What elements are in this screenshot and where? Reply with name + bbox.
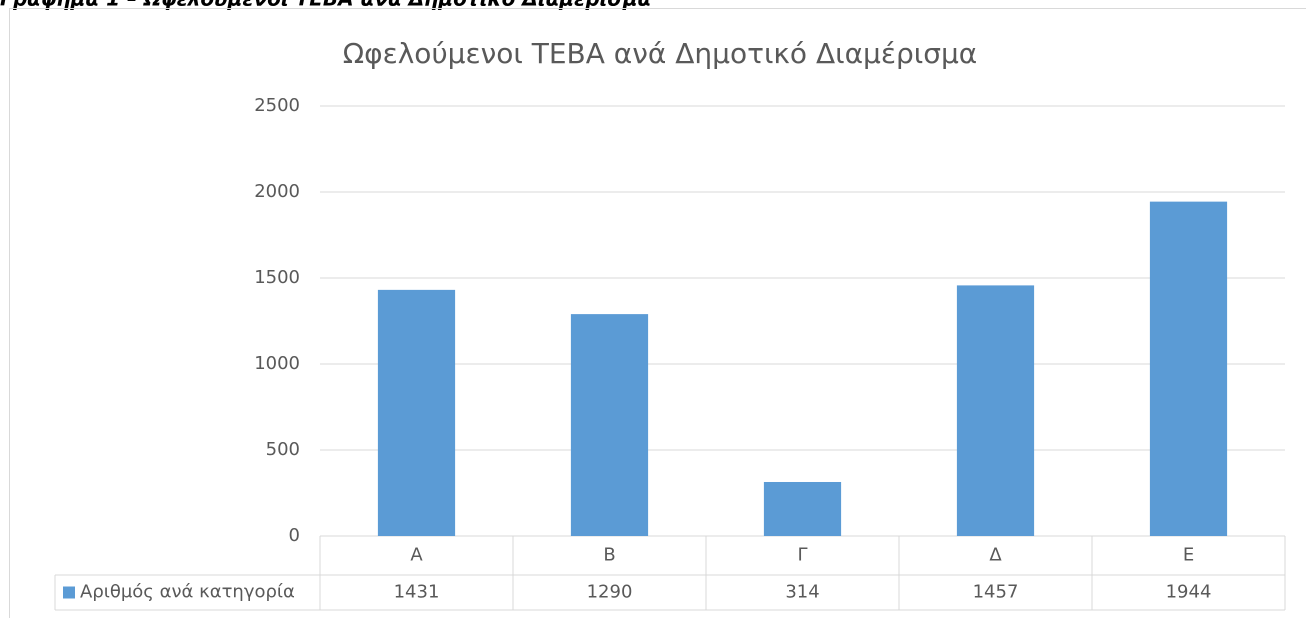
y-tick-label: 2500 <box>254 95 300 116</box>
caption: Γράφημα 1 – Ωφελούμενοι ΤΕΒΑ ανά Δημοτικ… <box>0 0 652 11</box>
table-value: 1431 <box>394 582 440 603</box>
y-tick-label: 1500 <box>254 267 300 288</box>
chart-border <box>9 8 1306 618</box>
legend-label: Αριθμός ανά κατηγορία <box>80 582 295 603</box>
table-value: 1290 <box>587 582 633 603</box>
legend-swatch <box>63 586 75 599</box>
chart-title: Ωφελούμενοι ΤΕΒΑ ανά Δημοτικό Διαμέρισμα <box>343 37 978 70</box>
x-tick-label: Β <box>603 545 615 566</box>
y-tick-label: 1000 <box>254 353 300 374</box>
x-tick-label: Γ <box>797 545 807 566</box>
bar <box>1149 201 1228 536</box>
table-value: 314 <box>785 582 819 603</box>
x-tick-label: Α <box>410 545 423 566</box>
bar <box>377 289 456 536</box>
bar <box>956 285 1035 536</box>
x-tick-label: Δ <box>989 545 1002 566</box>
bar <box>763 481 842 536</box>
table-value: 1944 <box>1166 582 1212 603</box>
y-tick-label: 0 <box>289 525 300 546</box>
y-tick-label: 500 <box>266 439 300 460</box>
table-value: 1457 <box>973 582 1019 603</box>
x-tick-label: Ε <box>1183 545 1194 566</box>
y-tick-label: 2000 <box>254 181 300 202</box>
bar <box>570 314 649 536</box>
